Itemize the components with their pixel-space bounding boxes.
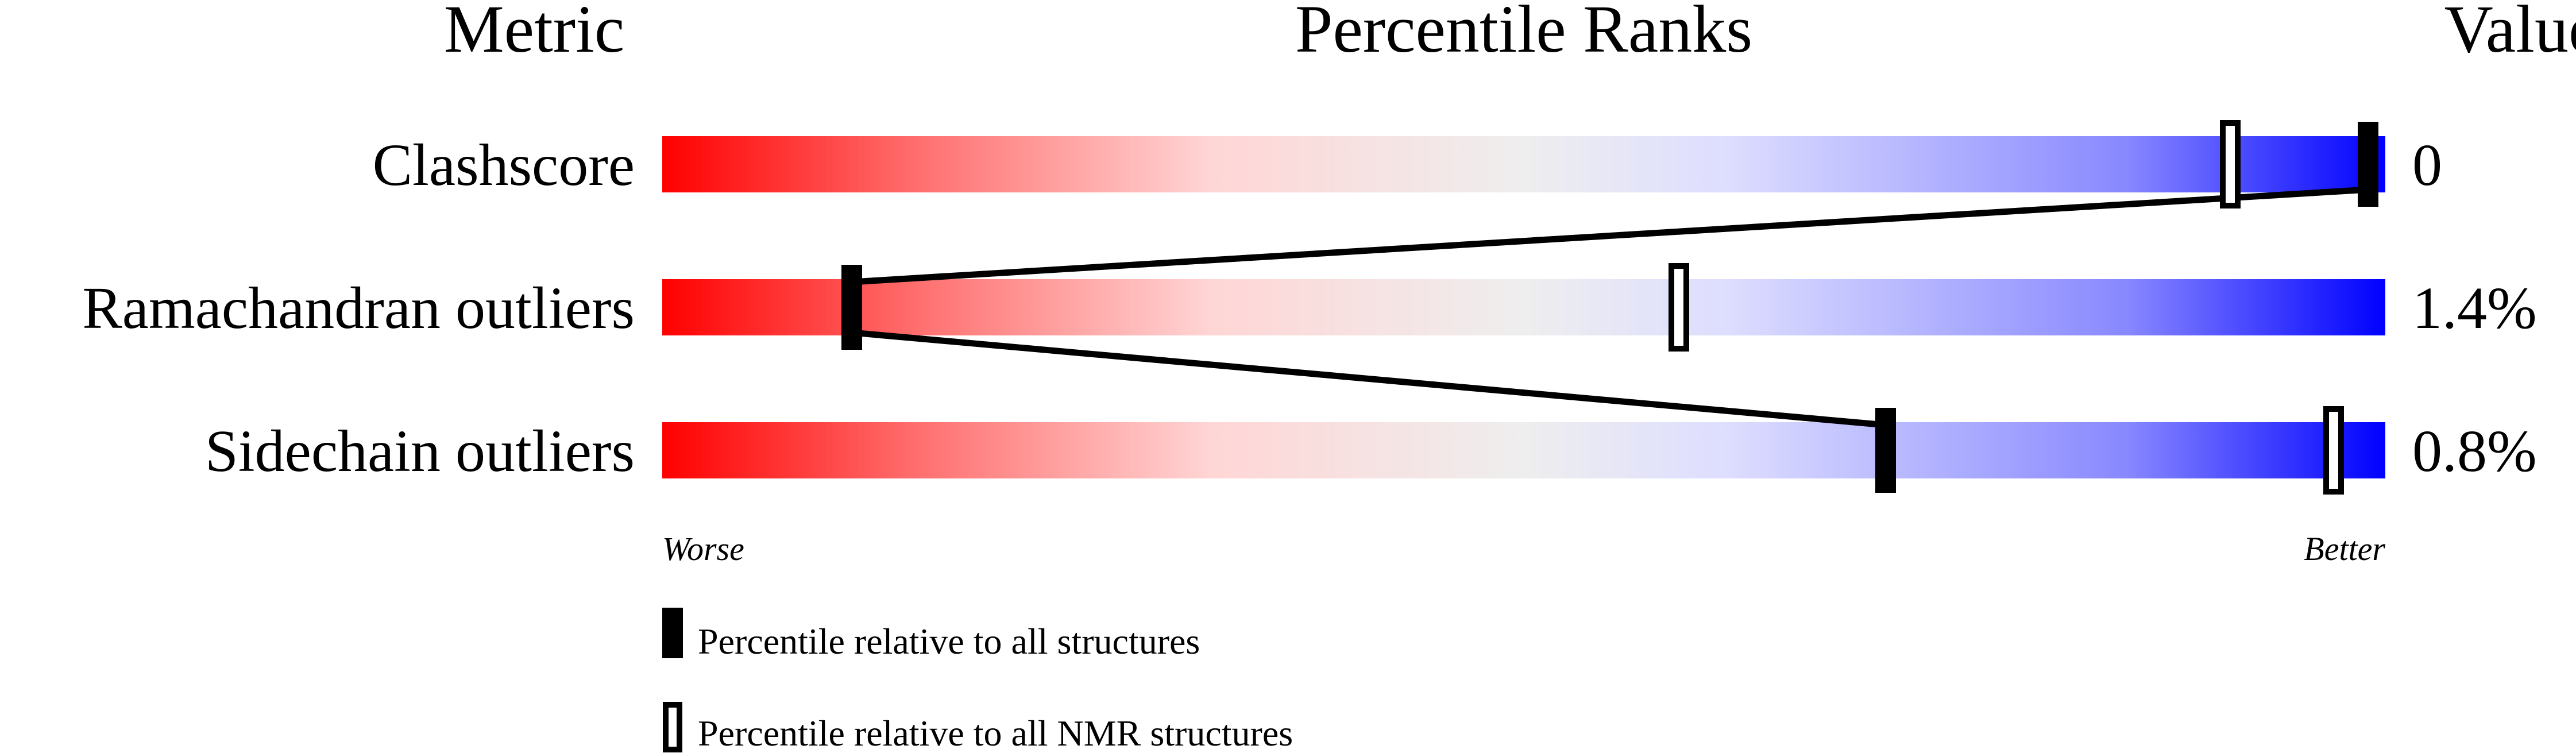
header-value: Value — [2444, 0, 2576, 67]
header-percentile-ranks: Percentile Ranks — [1295, 0, 1752, 67]
percentile-bar-sidechain-outliers — [662, 422, 2385, 478]
metric-label-ramachandran-outliers: Ramachandran outliers — [82, 275, 635, 341]
better-label: Better — [2304, 530, 2385, 567]
percentile-bar-clashscore — [662, 136, 2385, 192]
legend-open-marker-icon — [663, 702, 682, 752]
legend-nmr-structures: Percentile relative to all NMR structure… — [698, 713, 1293, 753]
metric-label-sidechain-outliers: Sidechain outliers — [205, 418, 635, 484]
nmr-percentile-marker-sidechain-outliers — [2323, 406, 2344, 495]
nmr-percentile-marker-clashscore — [2220, 120, 2241, 208]
metric-value-clashscore: 0 — [2412, 132, 2442, 198]
all-percentile-marker-ramachandran-outliers — [841, 265, 862, 350]
worse-label: Worse — [662, 530, 744, 567]
nmr-percentile-marker-ramachandran-outliers — [1669, 263, 1689, 352]
legend-all-structures: Percentile relative to all structures — [698, 621, 1200, 662]
metric-value-sidechain-outliers: 0.8% — [2412, 418, 2537, 484]
all-percentile-marker-sidechain-outliers — [1875, 408, 1896, 493]
percentile-bar-ramachandran-outliers — [662, 279, 2385, 335]
metric-label-clashscore: Clashscore — [373, 132, 635, 198]
metric-value-ramachandran-outliers: 1.4% — [2412, 275, 2537, 341]
all-percentile-marker-clashscore — [2358, 122, 2378, 207]
header-metric: Metric — [444, 0, 625, 67]
legend-filled-marker-icon — [662, 608, 683, 658]
